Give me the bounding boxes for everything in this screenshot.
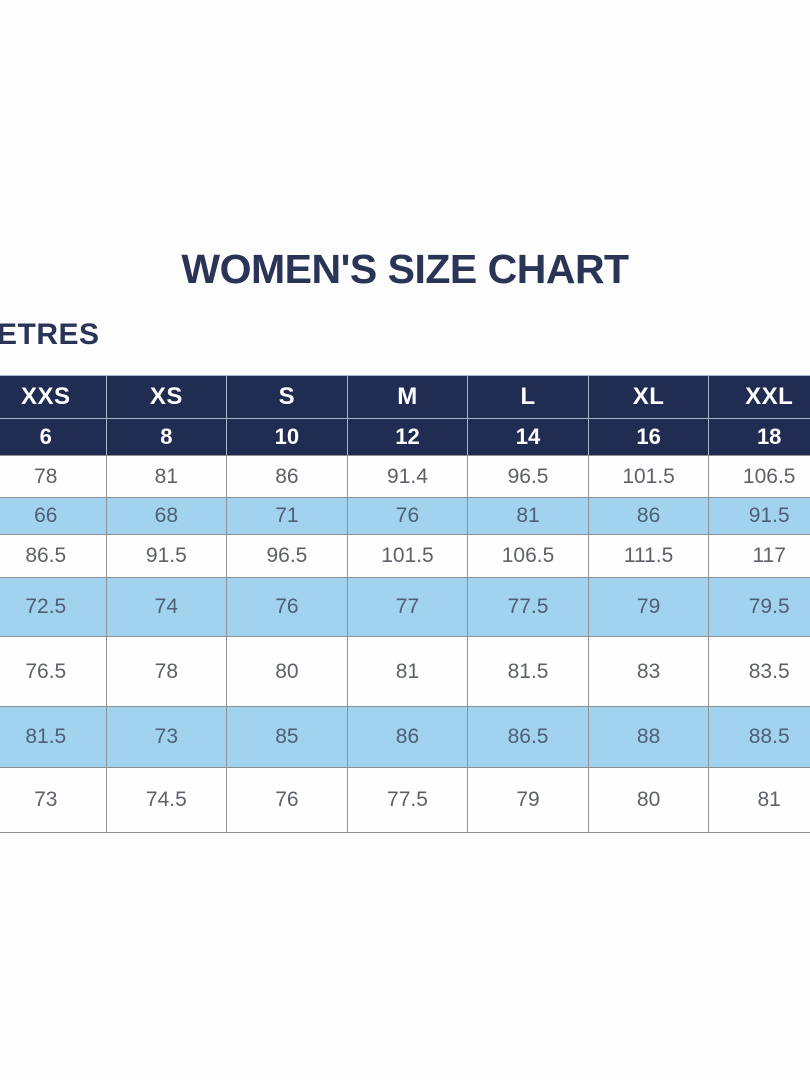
size-number-row: 6 8 10 12 14 16 18 <box>0 418 810 456</box>
measurement-cell: 91.5 <box>105 534 228 578</box>
page-title: WOMEN'S SIZE CHART <box>181 246 629 292</box>
measurement-row: 81.5 73 85 86 86.5 88 88.5 <box>0 706 810 768</box>
measurement-cell: 85 <box>226 706 348 768</box>
size-number-cell: 6 <box>0 418 107 456</box>
measurement-cell: 77 <box>346 577 469 637</box>
measurement-cell: 71 <box>226 497 348 535</box>
unit-label: ETRES <box>0 318 100 351</box>
size-number-cell: 18 <box>708 418 810 456</box>
measurement-cell: 88 <box>587 706 710 768</box>
measurement-cell: 81 <box>467 497 589 535</box>
measurement-cell: 74.5 <box>105 767 228 833</box>
measurement-cell: 106.5 <box>708 455 810 498</box>
measurement-cell: 80 <box>226 636 348 707</box>
size-label-cell: XL <box>587 375 710 419</box>
measurement-row: 78 81 86 91.4 96.5 101.5 106.5 <box>0 455 810 498</box>
measurement-cell: 86.5 <box>467 706 589 768</box>
size-label-cell: M <box>346 375 469 419</box>
measurement-cell: 74 <box>105 577 228 637</box>
measurement-cell: 111.5 <box>587 534 710 578</box>
measurement-cell: 79 <box>467 767 589 833</box>
size-number-cell: 8 <box>105 418 228 456</box>
size-number-cell: 16 <box>587 418 710 456</box>
measurement-cell: 96.5 <box>467 455 589 498</box>
measurement-cell: 76 <box>226 767 348 833</box>
measurement-cell: 117 <box>708 534 810 578</box>
measurement-row: 76.5 78 80 81 81.5 83 83.5 <box>0 636 810 707</box>
measurement-cell: 76 <box>346 497 469 535</box>
measurement-cell: 72.5 <box>0 577 107 637</box>
measurement-cell: 78 <box>105 636 228 707</box>
size-number-cell: 10 <box>226 418 348 456</box>
measurement-cell: 76 <box>226 577 348 637</box>
size-label-cell: XS <box>105 375 228 419</box>
measurement-cell: 88.5 <box>708 706 810 768</box>
size-label-cell: XXL <box>708 375 810 419</box>
measurement-cell: 106.5 <box>467 534 589 578</box>
measurement-cell: 76.5 <box>0 636 107 707</box>
measurement-row: 73 74.5 76 77.5 79 80 81 <box>0 767 810 833</box>
measurement-cell: 86 <box>587 497 710 535</box>
measurement-cell: 86 <box>346 706 469 768</box>
size-chart-header: XXS XS S M L XL XXL 6 8 10 12 14 16 18 <box>0 375 810 456</box>
size-number-cell: 12 <box>346 418 469 456</box>
measurement-cell: 101.5 <box>346 534 469 578</box>
measurement-cell: 77.5 <box>467 577 589 637</box>
measurement-row: 66 68 71 76 81 86 91.5 <box>0 497 810 535</box>
measurement-cell: 101.5 <box>587 455 710 498</box>
measurement-cell: 83 <box>587 636 710 707</box>
measurement-cell: 86 <box>226 455 348 498</box>
measurement-cell: 73 <box>0 767 107 833</box>
size-chart-table: XXS XS S M L XL XXL 6 8 10 12 14 16 18 78 81 86 91.4 96.… <box>0 375 810 833</box>
size-label-cell: XXS <box>0 375 107 419</box>
size-chart-table-wrap: XXS XS S M L XL XXL 6 8 10 12 14 16 18 78 81 86 91.4 96.… <box>0 375 810 833</box>
size-name-row: XXS XS S M L XL XXL <box>0 375 810 419</box>
size-chart-body: 78 81 86 91.4 96.5 101.5 106.5 66 68 71 76 81 86 91.5… <box>0 455 810 833</box>
measurement-cell: 68 <box>105 497 228 535</box>
size-number-cell: 14 <box>467 418 589 456</box>
measurement-cell: 81 <box>346 636 469 707</box>
measurement-cell: 79.5 <box>708 577 810 637</box>
measurement-cell: 77.5 <box>346 767 469 833</box>
measurement-cell: 96.5 <box>226 534 348 578</box>
measurement-cell: 66 <box>0 497 107 535</box>
measurement-cell: 81 <box>105 455 228 498</box>
measurement-cell: 91.5 <box>708 497 810 535</box>
measurement-cell: 73 <box>105 706 228 768</box>
measurement-cell: 86.5 <box>0 534 107 578</box>
measurement-cell: 91.4 <box>346 455 469 498</box>
measurement-row: 72.5 74 76 77 77.5 79 79.5 <box>0 577 810 637</box>
measurement-cell: 78 <box>0 455 107 498</box>
measurement-cell: 81 <box>708 767 810 833</box>
measurement-cell: 79 <box>587 577 710 637</box>
size-label-cell: L <box>467 375 589 419</box>
measurement-cell: 83.5 <box>708 636 810 707</box>
measurement-cell: 81.5 <box>467 636 589 707</box>
measurement-cell: 81.5 <box>0 706 107 768</box>
measurement-cell: 80 <box>587 767 710 833</box>
measurement-row: 86.5 91.5 96.5 101.5 106.5 111.5 117 <box>0 534 810 578</box>
size-label-cell: S <box>226 375 348 419</box>
